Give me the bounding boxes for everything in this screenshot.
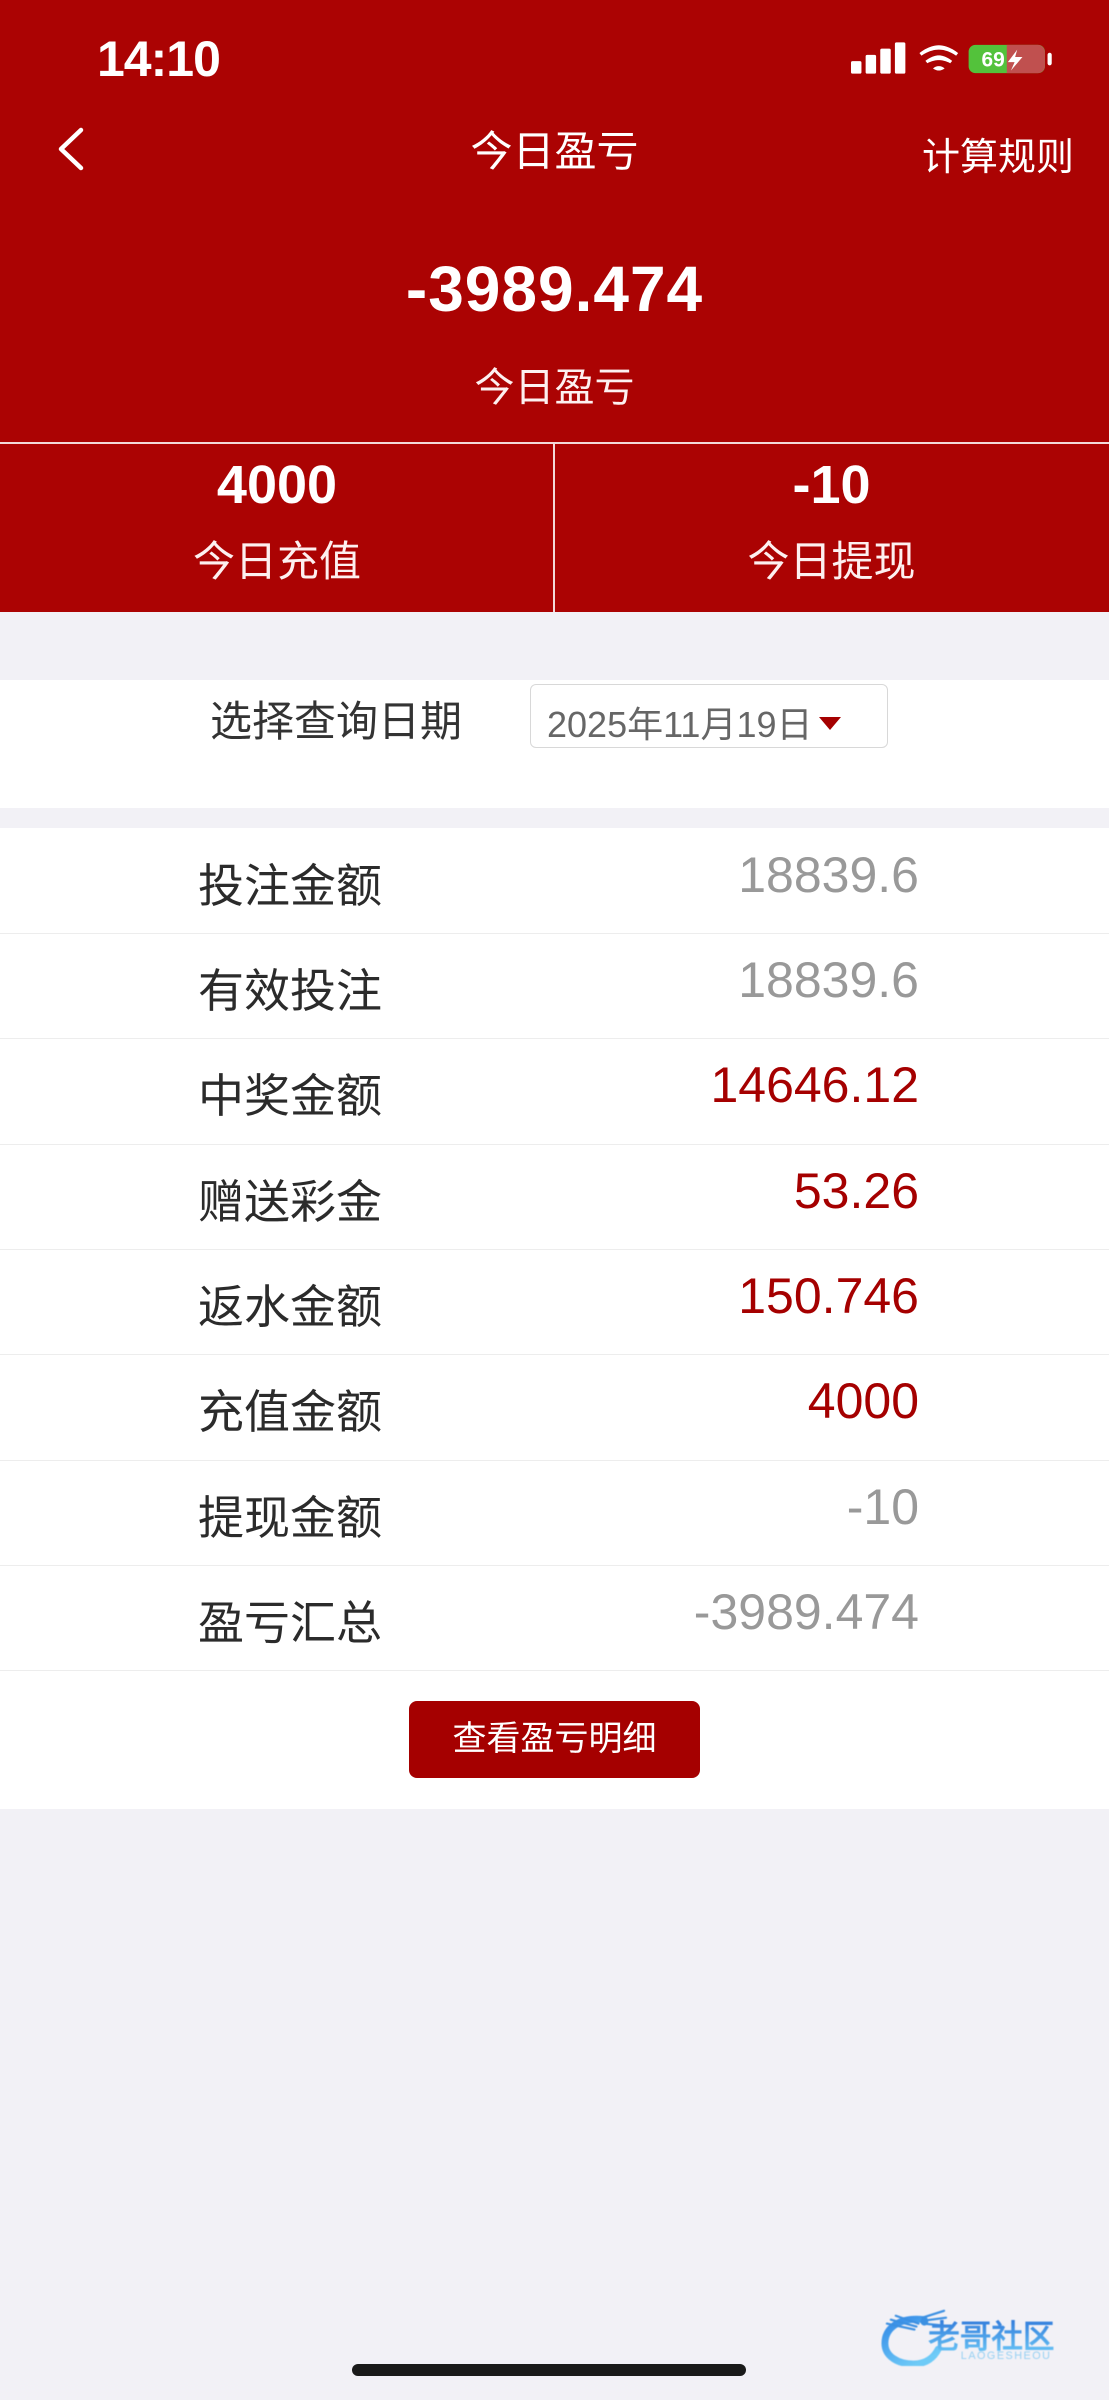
svg-text:69: 69	[982, 48, 1005, 71]
svg-text:LAOGESHEOU: LAOGESHEOU	[961, 2350, 1052, 2362]
svg-text:老哥社区: 老哥社区	[928, 2318, 1054, 2354]
